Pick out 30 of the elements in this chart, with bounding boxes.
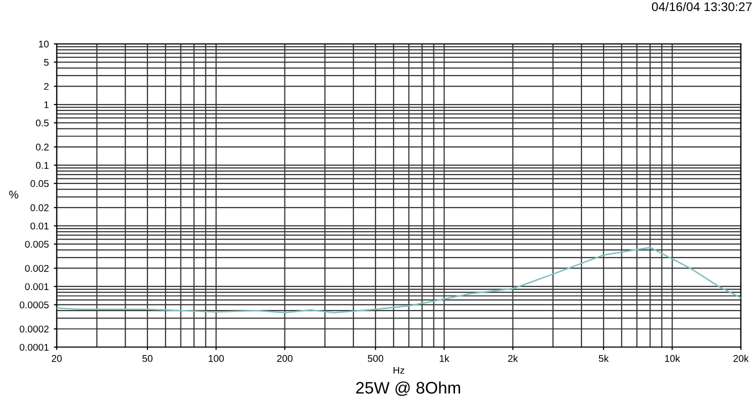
y-tick-label: 2 [44,83,49,90]
x-tick-label: 100 [208,355,224,362]
y-tick-label: 0.0005 [20,301,49,308]
y-tick-label: 0.001 [25,283,49,290]
text: 25W @ 8Ohm [356,381,460,396]
y-tick-label: 0.5 [36,120,49,126]
x-tick-label: 10k [665,354,680,362]
y-tick-label: 0.005 [25,240,49,248]
y-tick-label: 0.0001 [20,344,49,351]
y-tick-label: 0.2 [36,144,49,151]
x-tick-label: 50 [142,355,152,362]
y-axis-title: % [9,190,18,198]
y-tick-label: 0.1 [36,162,49,169]
x-tick-label: 1k [440,354,450,362]
x-tick-label: 200 [277,355,292,362]
y-tick-label: 1 [44,101,49,108]
x-tick-label: 20 [52,355,62,362]
y-tick-label: 0.0002 [20,326,49,332]
text: 04/16/04 13:30:27 [652,2,752,12]
x-tick-label: 5k [598,354,609,362]
x-tick-label: 2k [508,354,518,362]
y-tick-label: 0.05 [30,180,49,188]
y-tick-label: 0.02 [30,204,49,212]
x-tick-label: 20k [734,354,749,362]
y-tick-label: 0.002 [25,264,49,272]
x-tick-label: 500 [368,355,384,362]
y-tick-label: 0.01 [30,222,49,230]
y-tick-label: 10 [38,40,49,48]
y-tick-label: 5 [44,58,49,66]
x-axis-title: Hz [394,366,404,374]
